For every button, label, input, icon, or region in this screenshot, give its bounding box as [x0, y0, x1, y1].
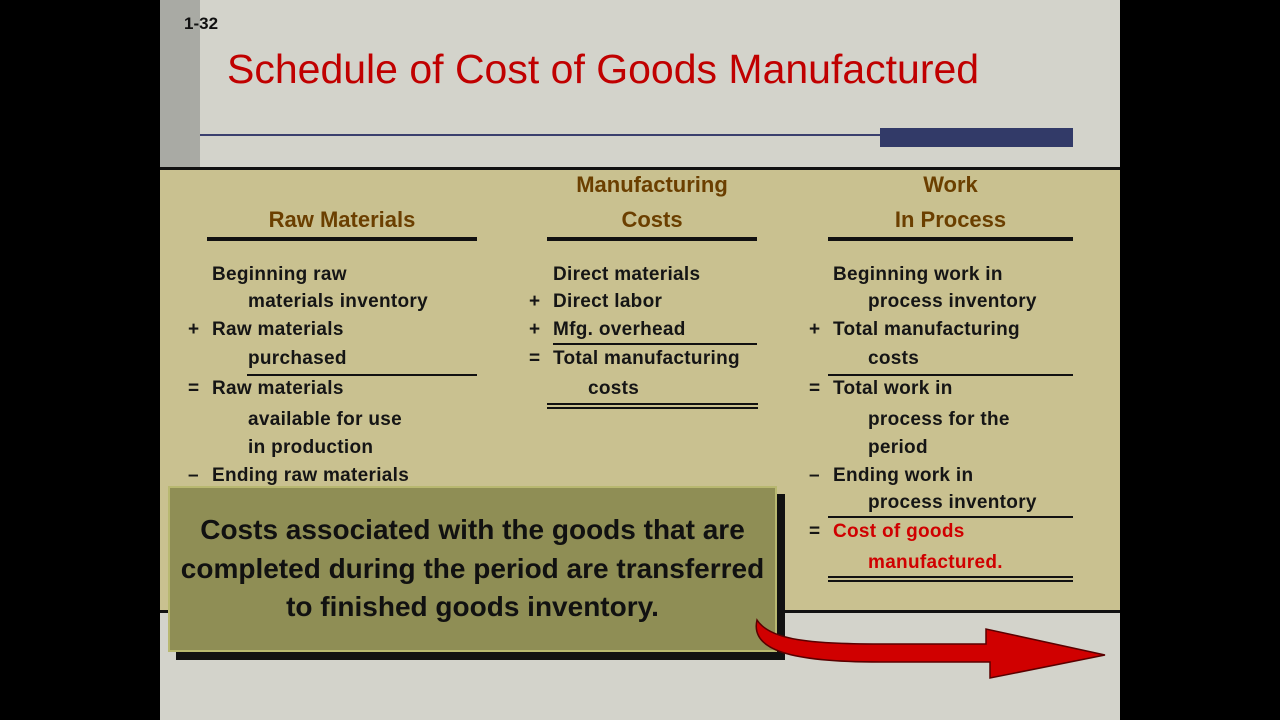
- subtotal-line: [828, 374, 1073, 376]
- line-item: period: [868, 437, 928, 458]
- operator: –: [188, 465, 199, 486]
- line-item: available for use: [248, 409, 403, 430]
- left-accent-strip: [160, 0, 200, 167]
- line-item: Total work in: [833, 378, 953, 399]
- operator: =: [529, 348, 541, 369]
- header-in-process: In Process: [894, 207, 1007, 232]
- header-underline: [207, 237, 477, 241]
- line-item: Ending raw materials: [212, 465, 410, 486]
- line-item: process inventory: [868, 291, 1037, 312]
- slide: 1-32 Schedule of Cost of Goods Manufactu…: [160, 0, 1120, 720]
- line-item: Direct materials: [553, 264, 701, 285]
- line-item: materials inventory: [248, 291, 428, 312]
- total-double-line: [828, 580, 1073, 582]
- operator: =: [809, 378, 821, 399]
- line-item: costs: [868, 348, 920, 369]
- line-item: Mfg. overhead: [553, 319, 686, 340]
- arrow-right-icon: [755, 618, 1106, 679]
- line-item: Beginning raw: [212, 264, 347, 285]
- subtotal-line: [247, 374, 477, 376]
- result-line: Cost of goods: [833, 521, 965, 542]
- header-manufacturing: Manufacturing: [576, 172, 728, 197]
- line-item: Ending work in: [833, 465, 974, 486]
- header-raw-materials: Raw Materials: [268, 207, 416, 232]
- total-double-line: [547, 403, 758, 405]
- operator: +: [188, 319, 200, 340]
- line-item: in production: [248, 437, 374, 458]
- line-item: Beginning work in: [833, 264, 1003, 285]
- arrow-shape: [755, 618, 1106, 679]
- operator: –: [809, 465, 820, 486]
- callout-box: Costs associated with the goods that are…: [168, 486, 777, 652]
- line-item: Total manufacturing: [553, 348, 740, 369]
- line-item: process for the: [868, 409, 1010, 430]
- operator: +: [529, 319, 541, 340]
- operator: +: [809, 319, 821, 340]
- line-item: process inventory: [868, 492, 1037, 513]
- subtotal-line: [553, 343, 757, 345]
- title-rule: [200, 134, 900, 136]
- callout-text: Costs associated with the goods that are…: [180, 514, 765, 623]
- operator: +: [529, 291, 541, 312]
- header-underline: [547, 237, 757, 241]
- line-item: Total manufacturing: [833, 319, 1020, 340]
- line-item: Direct labor: [553, 291, 663, 312]
- operator: =: [188, 378, 200, 399]
- line-item: purchased: [248, 348, 347, 369]
- line-item: Raw materials: [212, 319, 344, 340]
- line-item: Raw materials: [212, 378, 344, 399]
- result-line: manufactured.: [868, 552, 1003, 573]
- operator: =: [809, 521, 821, 542]
- total-double-line: [828, 576, 1073, 578]
- line-item: costs: [588, 378, 640, 399]
- slide-number: 1-32: [184, 14, 219, 33]
- header-underline: [828, 237, 1073, 241]
- total-double-line: [547, 407, 758, 409]
- header-costs: Costs: [621, 207, 683, 232]
- header-work: Work: [923, 172, 978, 197]
- subtotal-line: [828, 516, 1073, 518]
- title-accent-bar: [880, 128, 1073, 147]
- slide-title: Schedule of Cost of Goods Manufactured: [227, 46, 980, 92]
